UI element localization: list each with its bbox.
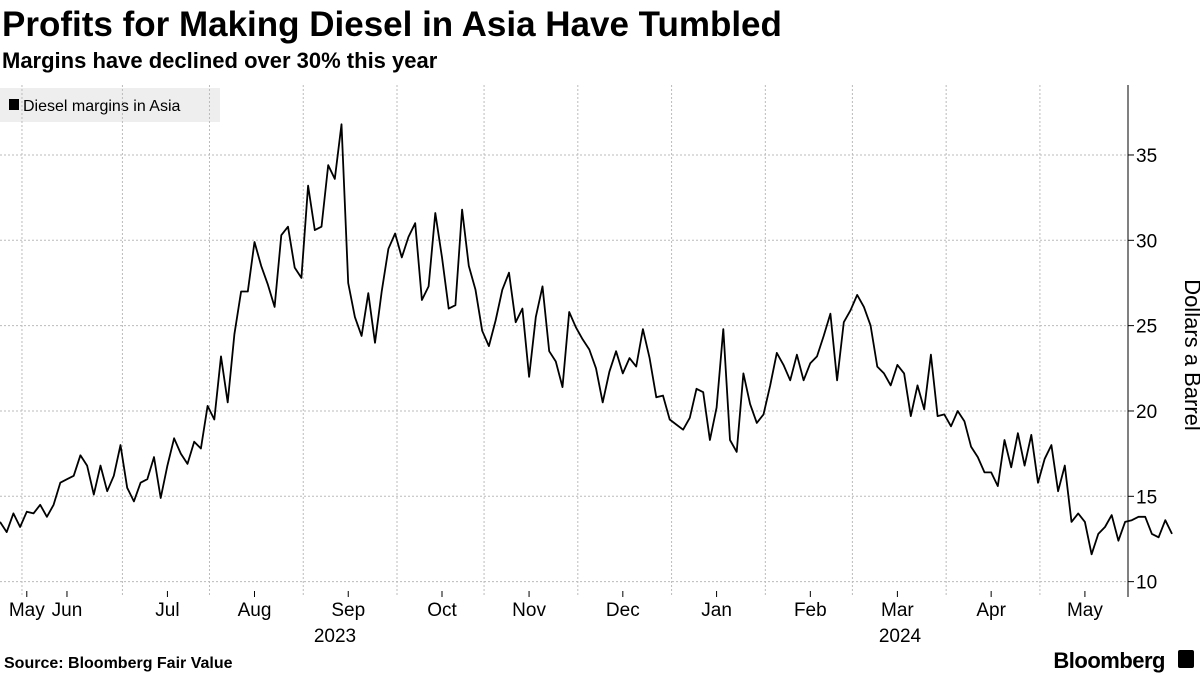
x-tick-label: Nov [512,600,546,621]
x-tick-label: Aug [238,600,272,621]
legend-label: Diesel margins in Asia [23,98,181,115]
brand-icon [1178,650,1194,668]
line [0,123,1173,556]
y-tick-label: 35 [1136,146,1157,167]
x-tick-label: Jul [155,600,179,621]
x-tick-label: May [1067,600,1103,621]
y-tick-label: 20 [1136,402,1157,423]
legend-swatch [9,99,19,110]
year-label: 2023 [314,626,356,647]
x-tick-label: Mar [881,600,914,621]
y-tick-label: 15 [1136,487,1157,508]
year-label: 2024 [879,626,922,647]
x-tick-label: Feb [794,600,827,621]
chart-subtitle: Margins have declined over 30% this year [2,48,438,73]
y-tick-label: 25 [1136,317,1157,338]
x-tick-label: Sep [331,600,365,621]
x-tick-label: Oct [427,600,457,621]
x-tick-label: May [9,600,45,621]
y-axis-label: Dollars a Barrel [1180,279,1200,431]
y-tick-label: 10 [1136,573,1157,594]
x-tick-label: Apr [976,600,1006,621]
y-tick-label: 30 [1136,231,1157,252]
x-tick-label: Jan [701,600,732,621]
chart-title: Profits for Making Diesel in Asia Have T… [2,5,782,44]
brand: Bloomberg [1053,648,1165,673]
x-tick-label: Jun [52,600,83,621]
legend-box [0,88,220,122]
x-tick-label: Dec [606,600,640,621]
source: Source: Bloomberg Fair Value [4,655,233,672]
